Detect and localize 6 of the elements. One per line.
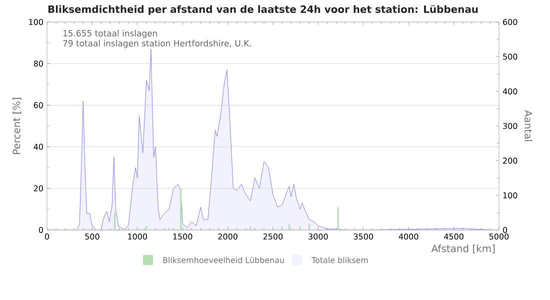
x-axis-title: Afstand [km] <box>431 244 495 254</box>
y2-axis-title: Aantal <box>524 110 532 142</box>
annotation: 15.655 totaal inslagen <box>63 30 157 38</box>
y-axis-title: Percent [%] <box>12 98 22 154</box>
chart-title: Bliksemdichtheid per afstand van de laatste 24h voor het station: Lübbenau <box>48 5 478 15</box>
annotation: 79 totaal inslagen station Hertfordshire, U.K. <box>63 40 251 48</box>
